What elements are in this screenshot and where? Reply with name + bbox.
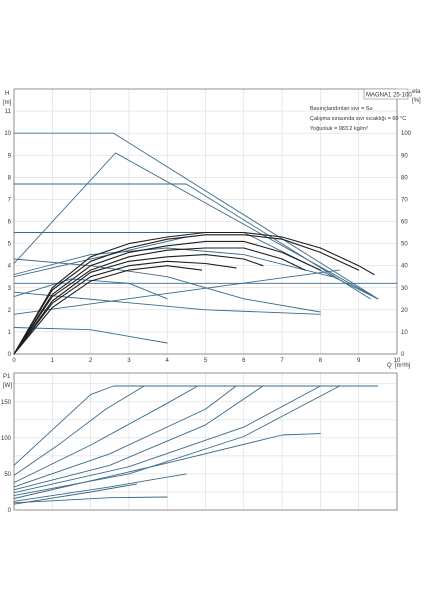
y2-tick-label: 20 (401, 308, 408, 314)
power-curve (13, 385, 264, 491)
power-y-tick-label: 50 (4, 472, 11, 478)
y-tick-label: 2 (8, 308, 12, 314)
head-curve (13, 247, 333, 278)
y-tick-label: 1 (8, 330, 12, 336)
y2-tick-label: 90 (401, 153, 408, 159)
y-tick-label: 10 (4, 131, 11, 137)
x-tick-label: 4 (166, 358, 170, 364)
power-y-tick-label: 150 (1, 400, 12, 406)
y-tick-label: 0 (8, 352, 12, 358)
x-axis-label: Q (387, 363, 392, 369)
power-curve (13, 385, 237, 488)
head-curve (13, 269, 341, 315)
power-curve (13, 385, 379, 466)
x-axis-unit: [m³/h] (395, 363, 411, 369)
note-temperature: Çalışma sırasında sıvı sıcaklığı = 60 °C (310, 116, 406, 122)
y2-tick-label: 70 (401, 197, 408, 203)
power-curve (13, 385, 341, 497)
y2-tick-label: 100 (401, 131, 412, 137)
x-tick-label: 8 (319, 358, 323, 364)
power-plot-frame (13, 372, 398, 511)
x-tick-label: 10 (394, 358, 401, 364)
y-tick-label: 7 (8, 197, 12, 203)
power-curve (13, 473, 187, 502)
head-curve (13, 236, 187, 278)
power-curve (13, 433, 321, 499)
efficiency-curve (13, 260, 237, 355)
y2-tick-label: 40 (401, 264, 408, 270)
y-axis-unit: [m] (3, 100, 12, 106)
power-tick-labels: 0 50 100 150 (1, 400, 12, 514)
y2-tick-label: 60 (401, 220, 408, 226)
y-tick-label: 8 (8, 175, 12, 181)
p1-axis-unit: [W] (3, 383, 12, 389)
x-tick-label: 7 (280, 358, 284, 364)
x-tick-label: 2 (89, 358, 93, 364)
head-curve (115, 152, 379, 300)
y2-axis-unit: [%] (412, 98, 421, 104)
y-tick-label: 4 (8, 264, 12, 270)
x-tick-label: 6 (242, 358, 246, 364)
efficiency-curve (13, 254, 264, 355)
head-tick-labels: 0 1 2 3 4 5 6 7 8 9 100123456789101101020304050607… (4, 109, 411, 364)
y2-tick-label: 30 (401, 286, 408, 292)
p1-axis-label: P1 (3, 374, 11, 380)
x-tick-label: 1 (51, 358, 55, 364)
y-tick-label: 5 (8, 242, 12, 248)
x-tick-label: 3 (127, 358, 131, 364)
head-curve (13, 132, 379, 300)
power-y-tick-label: 100 (1, 436, 12, 442)
efficiency-curve (13, 265, 203, 355)
power-grid (13, 373, 398, 511)
power-y-tick-label: 0 (8, 508, 12, 514)
head-chart: 0 1 2 3 4 5 6 7 8 9 100123456789101101020304050607… (3, 88, 421, 369)
power-chart: 0 50 100 150 P1 [W] (1, 372, 398, 514)
y2-tick-label: 10 (401, 330, 408, 336)
power-curve (13, 483, 138, 505)
y-axis-label: H (5, 91, 9, 97)
y2-tick-label: 80 (401, 175, 408, 181)
efficiency-curve (13, 234, 360, 355)
y-tick-label: 6 (8, 220, 12, 226)
y-tick-label: 3 (8, 286, 12, 292)
power-curve (13, 496, 168, 504)
note-density: Yoğunluk = 983.2 kg/m³ (310, 126, 368, 132)
power-curve (13, 385, 199, 484)
y2-tick-label: 50 (401, 242, 408, 248)
y2-axis-label: eta (412, 89, 421, 95)
x-tick-label: 0 (12, 358, 16, 364)
note-fluid: Basınçlandırılan sıvı = Su (310, 106, 373, 112)
y-tick-label: 9 (8, 153, 12, 159)
efficiency-curve (13, 247, 306, 355)
head-curve (13, 258, 321, 313)
y-tick-label: 11 (5, 109, 12, 115)
y2-tick-label: 0 (401, 352, 405, 358)
power-curve (13, 385, 145, 476)
efficiency-curve (13, 240, 321, 355)
model-label: MAGNA1 25-100 (366, 93, 412, 99)
head-plot-frame (13, 88, 398, 355)
head-curve (13, 327, 168, 344)
efficiency-curve (13, 231, 375, 355)
head-curve (13, 183, 371, 300)
x-tick-label: 5 (204, 358, 208, 364)
head-curve (13, 278, 168, 300)
power-curves (13, 385, 379, 505)
head-curves (13, 132, 398, 355)
power-curve (13, 385, 321, 494)
head-curve (13, 152, 116, 264)
x-tick-label: 9 (357, 358, 361, 364)
model-label-box (363, 88, 409, 100)
